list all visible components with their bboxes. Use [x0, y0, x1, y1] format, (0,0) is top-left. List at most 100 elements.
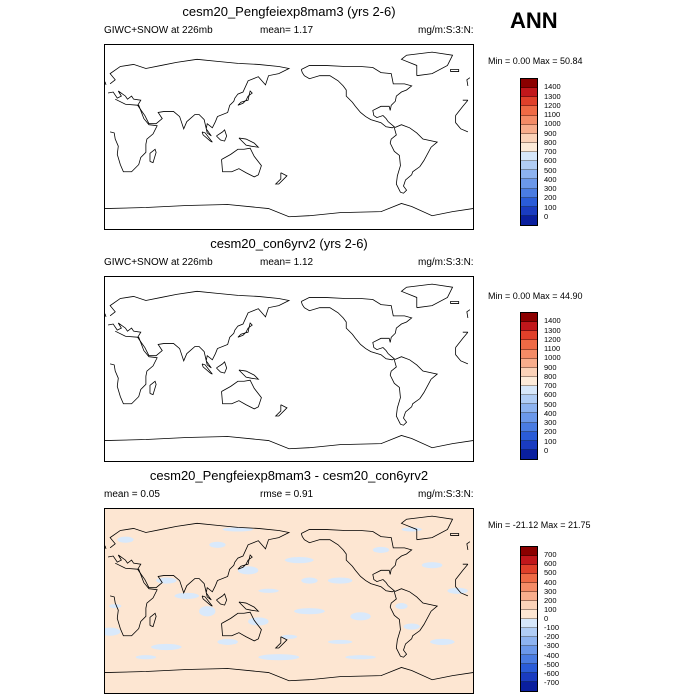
colorbar-swatch [521, 646, 537, 655]
negative-anomaly-patch [105, 627, 121, 636]
panel2-units: mg/m:S:3:N: [418, 257, 474, 268]
colorbar-swatch [521, 628, 537, 637]
coastline [107, 290, 468, 369]
colorbar-tick-label: 600 [544, 559, 557, 569]
colorbar-tick-label: 100 [544, 436, 557, 446]
colorbar-swatch [521, 556, 537, 565]
colorbar-tick-label: 400 [544, 408, 557, 418]
negative-anomaly-patch [327, 639, 353, 644]
colorbar-tick-label: 1400 [544, 316, 561, 326]
colorbar-swatch [521, 395, 537, 405]
negative-anomaly-patch [258, 588, 279, 593]
coastline [107, 522, 468, 601]
coastline [216, 361, 228, 374]
negative-anomaly-patch [135, 655, 157, 660]
negative-anomaly-patch [284, 557, 314, 564]
coastline [400, 515, 454, 541]
panel1-colorbar [520, 78, 538, 226]
colorbar-swatch [521, 601, 537, 610]
panel3-title: cesm20_Pengfeiexp8mam3 - cesm20_con6yrv2 [149, 468, 429, 483]
panel3-rmse-label: rmse = 0.91 [260, 489, 314, 500]
coastline [300, 65, 413, 129]
colorbar-swatch [521, 152, 537, 162]
colorbar-tick-label: 800 [544, 137, 557, 147]
panel3-units: mg/m:S:3:N: [418, 489, 474, 500]
colorbar-tick-label: 500 [544, 399, 557, 409]
colorbar-swatch [521, 449, 537, 459]
coastline [201, 363, 213, 375]
colorbar-tick-label: 600 [544, 156, 557, 166]
negative-anomaly-patch [117, 536, 134, 543]
panel1-units: mg/m:S:3:N: [418, 25, 474, 36]
coastline [110, 330, 469, 405]
panel1-map [104, 44, 474, 230]
colorbar-tick-label: -200 [544, 632, 560, 642]
negative-anomaly-patch [350, 612, 371, 621]
colorbar-tick-label: 300 [544, 184, 557, 193]
coastline [201, 131, 213, 143]
coastline [274, 404, 288, 417]
negative-anomaly-patch [237, 566, 259, 575]
panel1-left-label: GIWC+SNOW at 226mb [104, 25, 213, 36]
colorbar-swatch [521, 367, 537, 377]
coastline [201, 595, 213, 607]
panel3-colorbar [520, 546, 538, 692]
colorbar-swatch [521, 115, 537, 125]
colorbar-swatch [521, 206, 537, 216]
colorbar-swatch [521, 142, 537, 152]
coastline [221, 147, 262, 178]
colorbar-swatch [521, 322, 537, 332]
colorbar-tick-label: -400 [544, 650, 560, 660]
colorbar-tick-label: 900 [544, 128, 557, 138]
coastline [149, 380, 157, 396]
colorbar-swatch [521, 637, 537, 646]
negative-anomaly-patch [156, 577, 177, 584]
coastline [107, 58, 468, 137]
coastline [238, 137, 260, 148]
colorbar-tick-label: 300 [544, 418, 557, 427]
colorbar-swatch [521, 386, 537, 396]
colorbar-tick-label: 700 [544, 147, 557, 156]
colorbar-swatch [521, 547, 537, 556]
negative-anomaly-patch [301, 577, 318, 584]
negative-anomaly-patch [209, 541, 226, 548]
panel3-minmax: Min = -21.12 Max = 21.75 [488, 520, 591, 530]
colorbar-swatch [521, 565, 537, 574]
negative-anomaly-patch [403, 623, 420, 630]
colorbar-tick-label: 1000 [544, 353, 561, 363]
panel2-left-label: GIWC+SNOW at 226mb [104, 257, 213, 268]
colorbar-swatch [521, 404, 537, 414]
colorbar-tick-label: 1100 [544, 344, 561, 353]
negative-anomaly-patch [258, 654, 300, 661]
coastline [110, 562, 469, 637]
coastline [238, 601, 260, 612]
colorbar-tick-label: 600 [544, 390, 557, 400]
panel2-mean-label: mean= 1.12 [260, 257, 314, 268]
colorbar-swatch [521, 673, 537, 682]
negative-anomaly-patch [447, 587, 468, 594]
negative-anomaly-patch [222, 527, 254, 532]
coastline [274, 636, 288, 649]
coastline [216, 593, 228, 606]
colorbar-swatch [521, 161, 537, 171]
colorbar-swatch [521, 682, 537, 691]
colorbar-tick-label: -100 [544, 623, 560, 633]
coastline [105, 541, 471, 550]
map-canvas [105, 509, 473, 693]
colorbar-swatch [521, 583, 537, 592]
colorbar-tick-label: 900 [544, 362, 557, 372]
colorbar-swatch [521, 215, 537, 225]
colorbar-swatch [521, 313, 537, 323]
coastline [300, 297, 413, 361]
colorbar-tick-label: 0 [544, 614, 549, 623]
positive-anomaly-fill [105, 509, 473, 693]
negative-anomaly-patch [430, 638, 455, 645]
panel3-map [104, 508, 474, 694]
colorbar-swatch [521, 124, 537, 134]
negative-anomaly-patch [280, 634, 298, 639]
colorbar-tick-label: 1400 [544, 82, 561, 92]
panel1-mean-label: mean= 1.17 [260, 25, 314, 36]
colorbar-swatch [521, 431, 537, 441]
colorbar-swatch [521, 619, 537, 628]
negative-anomaly-patch [109, 604, 122, 609]
